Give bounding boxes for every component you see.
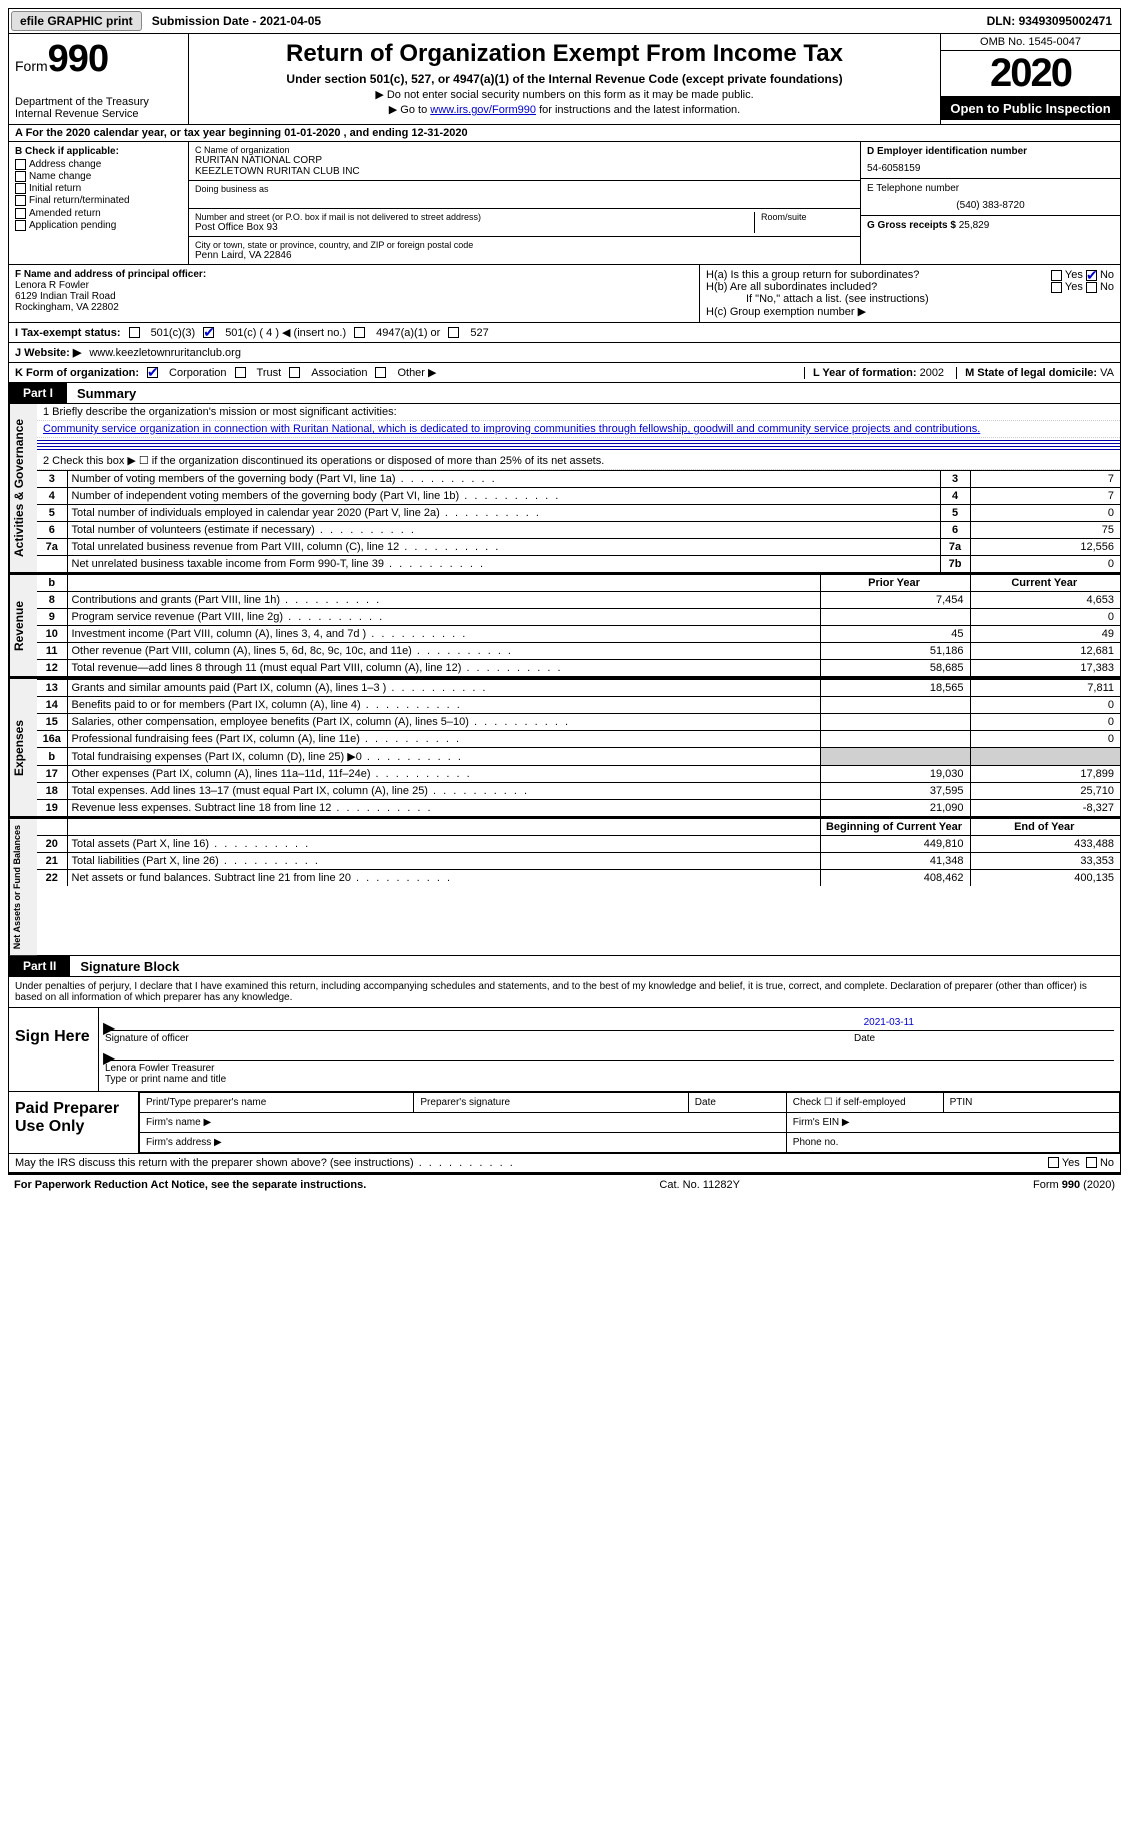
ein: 54-6058159 xyxy=(867,163,1114,174)
side-expenses: Expenses xyxy=(9,679,37,816)
street-address: Post Office Box 93 xyxy=(195,222,754,233)
efile-print-button[interactable]: efile GRAPHIC print xyxy=(11,11,142,31)
subtitle-2: ▶ Do not enter social security numbers o… xyxy=(199,88,930,101)
box-h: H(a) Is this a group return for subordin… xyxy=(700,265,1120,322)
korg-row: K Form of organization: Corporation Trus… xyxy=(8,363,1121,383)
open-inspection: Open to Public Inspection xyxy=(941,97,1120,120)
gross-receipts: 25,829 xyxy=(959,220,990,231)
cb-ha-yes[interactable] xyxy=(1051,270,1062,281)
topbar: efile GRAPHIC print Submission Date - 20… xyxy=(8,8,1121,34)
cb-amended[interactable] xyxy=(15,208,26,219)
cb-4947[interactable] xyxy=(354,327,365,338)
omb-number: OMB No. 1545-0047 xyxy=(941,34,1120,51)
footer-mid: Cat. No. 11282Y xyxy=(659,1179,740,1191)
form-number: 990 xyxy=(48,38,108,80)
cb-other[interactable] xyxy=(375,367,386,378)
part2-title: Signature Block xyxy=(70,959,179,974)
cb-corp[interactable] xyxy=(147,367,158,378)
mission-text: Community service organization in connec… xyxy=(37,421,1120,438)
phone: (540) 383-8720 xyxy=(867,200,1114,211)
cb-501c[interactable] xyxy=(203,327,214,338)
irs-link[interactable]: www.irs.gov/Form990 xyxy=(430,104,536,116)
cb-discuss-no[interactable] xyxy=(1086,1157,1097,1168)
cb-hb-yes[interactable] xyxy=(1051,282,1062,293)
header-center: Return of Organization Exempt From Incom… xyxy=(189,34,940,124)
form-label: Form xyxy=(15,58,48,74)
footer-right: Form 990 (2020) xyxy=(1033,1179,1115,1191)
part2-badge: Part II xyxy=(9,956,70,976)
form-title: Return of Organization Exempt From Incom… xyxy=(199,40,930,68)
header-left: Form990 Department of the Treasury Inter… xyxy=(9,34,189,124)
part1-title: Summary xyxy=(67,386,136,401)
cb-501c3[interactable] xyxy=(129,327,140,338)
side-netassets: Net Assets or Fund Balances xyxy=(9,819,37,955)
cb-app-pending[interactable] xyxy=(15,220,26,231)
officer-name: Lenora Fowler Treasurer xyxy=(105,1063,1114,1074)
info-grid: B Check if applicable: Address change Na… xyxy=(8,142,1121,265)
exp-table: 13Grants and similar amounts paid (Part … xyxy=(37,679,1120,816)
cb-name-change[interactable] xyxy=(15,171,26,182)
box-d: D Employer identification number 54-6058… xyxy=(860,142,1120,264)
paid-left-label: Paid Preparer Use Only xyxy=(9,1092,139,1153)
part1-header: Part I Summary xyxy=(8,383,1121,404)
subtitle-1: Under section 501(c), 527, or 4947(a)(1)… xyxy=(199,72,930,86)
part1-badge: Part I xyxy=(9,383,67,403)
gov-table: 3Number of voting members of the governi… xyxy=(37,470,1120,572)
subtitle-3: ▶ Go to www.irs.gov/Form990 for instruct… xyxy=(199,103,930,116)
box-b: B Check if applicable: Address change Na… xyxy=(9,142,189,264)
period-row: A For the 2020 calendar year, or tax yea… xyxy=(8,125,1121,142)
cb-ha-no[interactable] xyxy=(1086,270,1097,281)
line-2: 2 Check this box ▶ ☐ if the organization… xyxy=(37,452,1120,470)
cb-initial-return[interactable] xyxy=(15,183,26,194)
side-governance: Activities & Governance xyxy=(9,404,37,572)
cb-assoc[interactable] xyxy=(289,367,300,378)
org-name-2: KEEZLETOWN RURITAN CLUB INC xyxy=(195,166,854,177)
cb-trust[interactable] xyxy=(235,367,246,378)
f-h-row: F Name and address of principal officer:… xyxy=(8,265,1121,323)
cb-final-return[interactable] xyxy=(15,195,26,206)
box-f: F Name and address of principal officer:… xyxy=(9,265,700,322)
sig-date: 2021-03-11 xyxy=(864,1017,914,1028)
side-revenue: Revenue xyxy=(9,575,37,676)
box-c: C Name of organization RURITAN NATIONAL … xyxy=(189,142,860,264)
tax-year: 2020 xyxy=(941,51,1120,97)
submission-label: Submission Date - 2021-04-05 xyxy=(146,12,327,30)
cb-address-change[interactable] xyxy=(15,159,26,170)
sig-declaration: Under penalties of perjury, I declare th… xyxy=(8,977,1121,1008)
mission-q: 1 Briefly describe the organization's mi… xyxy=(37,404,1120,421)
website-row: J Website: ▶ www.keezletownruritanclub.o… xyxy=(8,343,1121,363)
revenue-block: Revenue bPrior YearCurrent Year 8Contrib… xyxy=(8,573,1121,677)
footer-left: For Paperwork Reduction Act Notice, see … xyxy=(14,1179,366,1191)
expenses-block: Expenses 13Grants and similar amounts pa… xyxy=(8,677,1121,817)
part2-header: Part II Signature Block xyxy=(8,956,1121,977)
discuss-row: May the IRS discuss this return with the… xyxy=(8,1154,1121,1173)
header-right: OMB No. 1545-0047 2020 Open to Public In… xyxy=(940,34,1120,124)
city-state-zip: Penn Laird, VA 22846 xyxy=(195,250,854,261)
rev-table: bPrior YearCurrent Year 8Contributions a… xyxy=(37,575,1120,676)
website-url: www.keezletownruritanclub.org xyxy=(89,347,241,359)
sign-here-label: Sign Here xyxy=(9,1008,99,1091)
dln: DLN: 93493095002471 xyxy=(987,14,1118,28)
net-table: Beginning of Current YearEnd of Year 20T… xyxy=(37,819,1120,886)
org-name-1: RURITAN NATIONAL CORP xyxy=(195,155,854,166)
netassets-block: Net Assets or Fund Balances Beginning of… xyxy=(8,817,1121,956)
department: Department of the Treasury Internal Reve… xyxy=(15,96,182,120)
cb-discuss-yes[interactable] xyxy=(1048,1157,1059,1168)
sign-here-block: Sign Here ▶2021-03-11 Signature of offic… xyxy=(8,1008,1121,1092)
form-header: Form990 Department of the Treasury Inter… xyxy=(8,34,1121,125)
status-row: I Tax-exempt status: 501(c)(3) 501(c) ( … xyxy=(8,323,1121,343)
cb-527[interactable] xyxy=(448,327,459,338)
paid-preparer-block: Paid Preparer Use Only Print/Type prepar… xyxy=(8,1092,1121,1154)
cb-hb-no[interactable] xyxy=(1086,282,1097,293)
footer: For Paperwork Reduction Act Notice, see … xyxy=(8,1173,1121,1195)
governance-block: Activities & Governance 1 Briefly descri… xyxy=(8,404,1121,573)
